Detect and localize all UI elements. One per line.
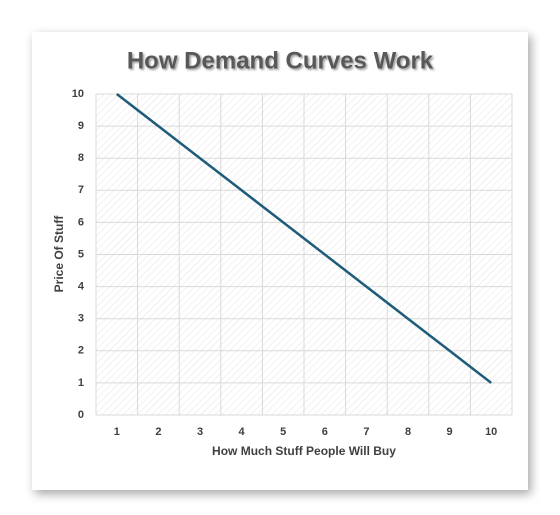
- y-axis-title: Price Of Stuff: [52, 215, 66, 293]
- y-tick-label: 0: [78, 409, 84, 421]
- y-tick-label: 3: [78, 313, 84, 325]
- y-tick-label: 2: [78, 345, 84, 357]
- x-tick-label: 10: [485, 426, 497, 438]
- x-tick-label: 7: [363, 426, 369, 438]
- demand-line: [116, 93, 492, 384]
- y-tick-label: 5: [78, 248, 84, 260]
- y-tick-label: 4: [78, 281, 85, 293]
- x-tick-label: 8: [405, 426, 411, 438]
- x-axis-title: How Much Stuff People Will Buy: [212, 444, 396, 458]
- chart-title: How Demand Curves Work: [127, 47, 434, 74]
- y-tick-label: 10: [72, 88, 84, 100]
- y-tick-label: 1: [78, 377, 84, 389]
- x-tick-label: 9: [447, 426, 453, 438]
- y-tick-label: 8: [78, 152, 84, 164]
- x-tick-label: 4: [239, 426, 246, 438]
- y-tick-label: 6: [78, 216, 84, 228]
- x-tick-label: 2: [155, 426, 161, 438]
- x-tick-label: 5: [280, 426, 286, 438]
- x-tick-label: 6: [322, 426, 328, 438]
- x-tick-label: 1: [114, 426, 120, 438]
- y-tick-label: 7: [78, 184, 84, 196]
- y-tick-label: 9: [78, 120, 84, 132]
- x-tick-label: 3: [197, 426, 203, 438]
